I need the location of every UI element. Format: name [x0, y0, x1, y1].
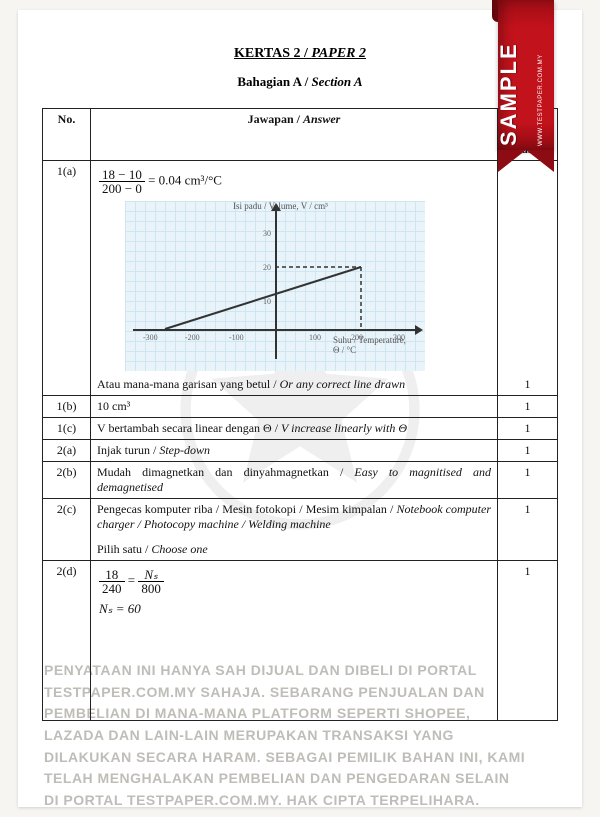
wm-line: DI PORTAL TESTPAPER.COM.MY. HAK CIPTA TE… — [44, 790, 556, 812]
equation-line: 18 240 = Nₛ 800 — [99, 568, 491, 595]
paper-title-plain: KERTAS 2 / — [234, 46, 311, 61]
table-row: 2(b) Mudah dimagnetkan dan dinyahmagnetk… — [43, 462, 558, 499]
paper-title-italic: PAPER 2 — [311, 46, 366, 61]
col-header-marks: Markah /Marks — [498, 109, 558, 161]
section-title-italic: Section A — [311, 74, 362, 89]
chart-caption: Atau mana-mana garisan yang betul / Or a… — [97, 377, 491, 392]
table-row: 2(d) 18 240 = Nₛ 800 Nₛ = 60 — [43, 561, 558, 721]
chart-plot — [125, 201, 425, 371]
cell-marks: 1 — [498, 561, 558, 721]
cell-no: 2(c) — [43, 499, 91, 561]
fraction: 18 − 10 200 − 0 — [99, 168, 145, 195]
line-chart: Isi padu / Volume, V / cm³ Suhu / Temper… — [125, 201, 425, 371]
section-title-plain: Bahagian A / — [237, 74, 311, 89]
cell-answer: Pengecas komputer riba / Mesin fotokopi … — [91, 499, 498, 561]
wm-line: LAZADA DAN LAIN-LAIN MERUPAKAN TRANSAKSI… — [44, 725, 556, 747]
table-row: 1(b) 10 cm³ 1 — [43, 396, 558, 418]
table-row: 2(c) Pengecas komputer riba / Mesin foto… — [43, 499, 558, 561]
cell-no: 2(a) — [43, 440, 91, 462]
paper-title: KERTAS 2 / PAPER 2 — [42, 46, 558, 62]
wm-line: TELAH MENGHALAKAN PEMBELIAN DAN PENGEDAR… — [44, 768, 556, 790]
table-row: 1(a) 18 − 10 200 − 0 = 0.04 cm³/°C Isi p… — [43, 161, 558, 396]
cell-no: 1(a) — [43, 161, 91, 396]
answer-table: No. Jawapan / Answer Markah /Marks 1(a) … — [42, 108, 558, 721]
cell-marks: 1 — [498, 440, 558, 462]
equation-result: Nₛ = 60 — [99, 601, 491, 617]
cell-answer: 10 cm³ — [91, 396, 498, 418]
col-header-no: No. — [43, 109, 91, 161]
cell-answer: 18 − 10 200 − 0 = 0.04 cm³/°C Isi padu /… — [91, 161, 498, 396]
cell-no: 2(b) — [43, 462, 91, 499]
cell-answer: Injak turun / Step-down — [91, 440, 498, 462]
cell-marks: 1 — [498, 161, 558, 396]
cell-marks: 1 — [498, 462, 558, 499]
cell-marks: 1 — [498, 499, 558, 561]
col-header-answer: Jawapan / Answer — [91, 109, 498, 161]
cell-answer: 18 240 = Nₛ 800 Nₛ = 60 — [91, 561, 498, 721]
table-row: 1(c) V bertambah secara linear dengan Θ … — [43, 418, 558, 440]
cell-no: 1(c) — [43, 418, 91, 440]
cell-no: 2(d) — [43, 561, 91, 721]
cell-answer: Mudah dimagnetkan dan dinyahmagnetkan / … — [91, 462, 498, 499]
equation-line: 18 − 10 200 − 0 = 0.04 cm³/°C — [99, 168, 491, 195]
cell-answer: V bertambah secara linear dengan Θ / V i… — [91, 418, 498, 440]
fraction: Nₛ 800 — [138, 568, 164, 595]
cell-no: 1(b) — [43, 396, 91, 418]
cell-marks: 1 — [498, 418, 558, 440]
page: PENYATAAN INI HANYA SAH DIJUAL DAN DIBEL… — [18, 10, 582, 807]
table-row: 2(a) Injak turun / Step-down 1 — [43, 440, 558, 462]
section-title: Bahagian A / Section A — [42, 74, 558, 90]
fraction: 18 240 — [99, 568, 125, 595]
wm-line: DILAKUKAN SECARA HARAM. SEBAGAI PEMILIK … — [44, 747, 556, 769]
table-header-row: No. Jawapan / Answer Markah /Marks — [43, 109, 558, 161]
cell-marks: 1 — [498, 396, 558, 418]
